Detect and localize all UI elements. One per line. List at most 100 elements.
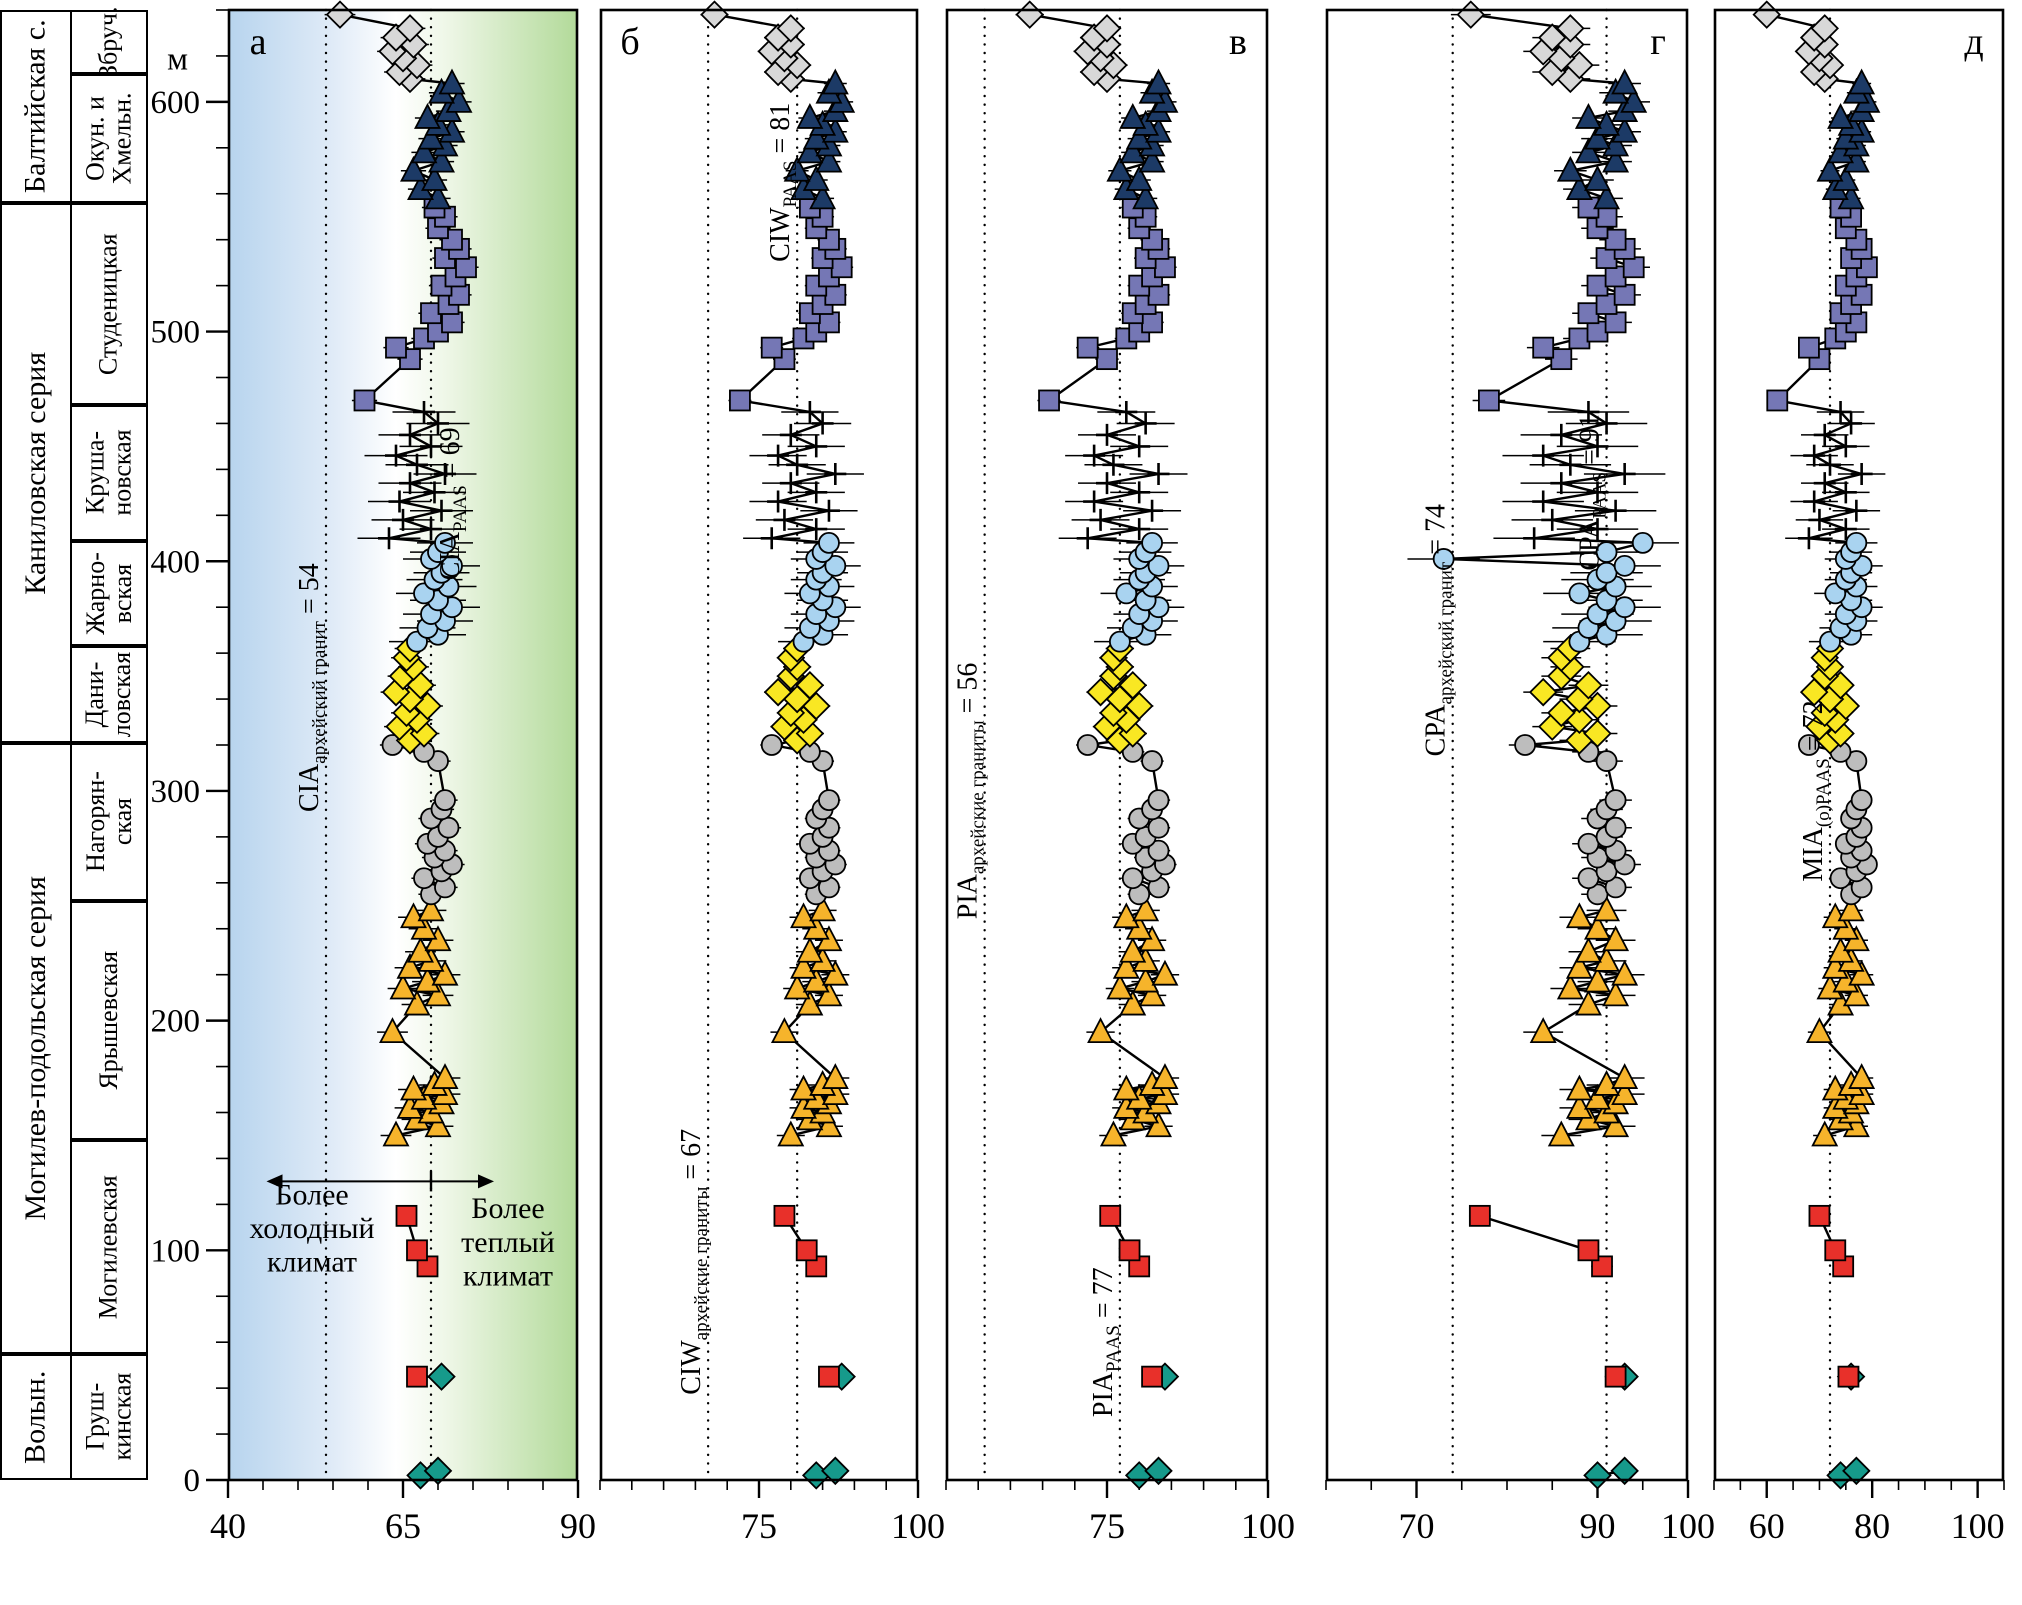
series-5-markers xyxy=(1108,531,1170,653)
reference-line-label: PIAPAAS = 77 xyxy=(1088,1267,1124,1417)
strat-label: Могилевская xyxy=(93,1174,123,1319)
panel-letter: г xyxy=(1650,21,1666,63)
series-4-markers xyxy=(1528,634,1612,755)
panel-pia: 75 100 в PIAархейские граниты = 56 PIAPAAS =… xyxy=(945,0,1295,1546)
x-tick-label: 70 xyxy=(1399,1506,1435,1546)
series-7-markers xyxy=(729,196,853,412)
series-5-markers xyxy=(1432,531,1654,653)
strat-formation-cell: Нагорян- ская xyxy=(70,742,148,902)
x-tick-label: 90 xyxy=(560,1506,596,1546)
strat-label: Груш- кинская xyxy=(80,1372,136,1461)
series-9-markers xyxy=(700,0,812,94)
y-tick-label: 200 xyxy=(151,1004,201,1040)
series-3-markers xyxy=(1514,734,1636,906)
series-6-markers xyxy=(1076,400,1170,550)
series-9-markers xyxy=(1456,0,1594,94)
reference-line-label: CPAPAAS = 91 xyxy=(1575,414,1611,571)
x-tick-label: 75 xyxy=(1089,1506,1125,1546)
strat-label: Волын. xyxy=(18,1370,52,1464)
reference-line-label: CPAархейский гранит = 74 xyxy=(1421,504,1457,756)
stratigraphic-column: Балтийская с. Каниловская серия Могилев-по… xyxy=(0,0,150,1605)
series-8-markers xyxy=(400,68,473,210)
reference-line-label: CIAPAAS = 69 xyxy=(435,427,471,580)
x-tick-label: 65 xyxy=(385,1506,421,1546)
panel-ciw: 75 100 б CIWархейские граниты = 67 CIWPAAS =… xyxy=(599,0,945,1546)
strat-formation-cell: Могилевская xyxy=(70,1140,148,1354)
series-6-markers xyxy=(760,400,847,550)
strat-formation-cell: Окун. и Хмельн. xyxy=(70,74,148,203)
cold-climate-label: Более холодный климат xyxy=(249,1178,374,1278)
series-7-markers xyxy=(353,196,477,412)
series-9-markers xyxy=(1015,0,1128,94)
strat-label: Ярышевская xyxy=(93,951,123,1091)
reference-line-label: CIAархейский гранит = 54 xyxy=(294,563,330,812)
strat-label: Каниловская серия xyxy=(18,351,52,595)
reference-line-label: PIAархейские граниты = 56 xyxy=(953,663,989,920)
series-6-markers xyxy=(1797,400,1873,550)
x-tick-label: 75 xyxy=(741,1506,777,1546)
strat-label: Могилев-подольская серия xyxy=(18,876,52,1221)
cold-arrow-head xyxy=(266,1174,283,1189)
series-2-markers xyxy=(1087,895,1179,1147)
series-6-markers xyxy=(378,400,456,550)
y-tick-label: 300 xyxy=(151,774,201,810)
series-4-markers xyxy=(381,634,442,755)
x-tick-label: 40 xyxy=(210,1506,246,1546)
series-1-markers xyxy=(395,1204,439,1388)
series-8-markers xyxy=(1556,68,1648,210)
strat-formation-cell: Ярышевская xyxy=(70,901,148,1141)
series-3-markers xyxy=(1076,734,1176,906)
reference-line-label: MIA(о)PAAS = 72 xyxy=(1798,700,1834,881)
series-8-markers xyxy=(1106,68,1179,210)
strat-label: Окун. и Хмельн. xyxy=(80,92,137,185)
strat-series-cell: Волын. xyxy=(0,1353,72,1480)
series-7-markers xyxy=(1038,196,1176,412)
series-0-markers xyxy=(406,1362,456,1490)
series-9-markers xyxy=(325,0,432,94)
series-2-markers xyxy=(1805,895,1876,1147)
strat-formation-cell: Студеницкая xyxy=(70,202,148,406)
series-7-markers xyxy=(1766,196,1878,412)
strat-label: Дани- ловская xyxy=(80,651,137,738)
x-tick-label: 100 xyxy=(1951,1506,2005,1546)
strat-formation-cell: Круша- новская xyxy=(70,405,148,541)
y-axis: 0 100 200 300 400 500 600 м xyxy=(151,9,228,1499)
y-tick-label: 400 xyxy=(151,544,201,580)
series-1-markers xyxy=(1099,1204,1163,1388)
series-8-markers xyxy=(1816,68,1881,210)
series-5-markers xyxy=(406,531,463,653)
x-tick-label: 100 xyxy=(891,1506,945,1546)
strat-series-cell: Могилев-подольская серия xyxy=(0,742,72,1354)
strat-series-cell: Балтийская с. xyxy=(0,10,72,203)
x-tick-label: 90 xyxy=(1580,1506,1616,1546)
series-5-markers xyxy=(792,531,847,653)
x-tick-label: 60 xyxy=(1749,1506,1785,1546)
panel-cpa: 70 90 100 г CPAархейский гранит = 74 CPAPAAS … xyxy=(1325,0,1715,1546)
strat-formation-cell: Груш- кинская xyxy=(70,1353,148,1480)
strat-label: Жарно- вская xyxy=(80,552,137,635)
panel-letter: б xyxy=(620,21,639,63)
y-tick-label: 600 xyxy=(151,85,201,121)
series-2-markers xyxy=(379,895,459,1147)
x-tick-label: 100 xyxy=(1241,1506,1295,1546)
strat-label: Студеницкая xyxy=(93,233,123,375)
y-axis-unit-label: м xyxy=(167,42,188,78)
strat-label: Нагорян- ская xyxy=(80,771,136,873)
series-2-markers xyxy=(770,895,849,1147)
strat-label: Збруч. xyxy=(93,6,123,78)
reference-line-label: CIWархейские граниты = 67 xyxy=(676,1129,712,1395)
series-1-markers xyxy=(773,1204,840,1388)
y-tick-label: 100 xyxy=(151,1233,201,1269)
series-5-markers xyxy=(1819,531,1873,653)
strat-label: Круша- новская xyxy=(80,429,137,516)
strat-series-cell: Каниловская серия xyxy=(0,202,72,743)
series-7-markers xyxy=(1477,196,1645,412)
panel-letter: в xyxy=(1229,21,1247,63)
series-6-markers xyxy=(1523,400,1636,550)
reference-line-label: CIWPAAS = 81 xyxy=(765,103,801,262)
series-8-markers xyxy=(783,68,856,210)
series-3-markers xyxy=(760,734,847,906)
strat-formation-cell: Дани- ловская xyxy=(70,646,148,743)
series-1-markers xyxy=(1808,1204,1860,1388)
